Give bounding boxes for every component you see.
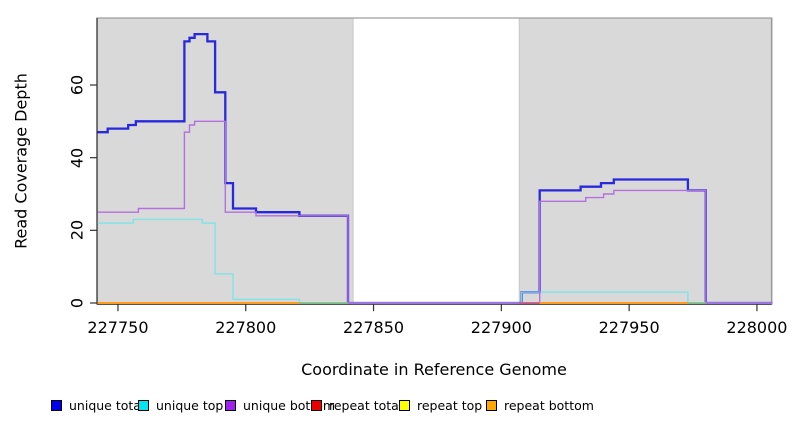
legend-swatch-icon [225, 400, 236, 411]
legend-item-repeat-top: repeat top [399, 398, 482, 413]
y-tick-label: 0 [67, 297, 87, 309]
x-tick-label: 227950 [598, 318, 660, 337]
legend-item-unique-total: unique total [51, 398, 144, 413]
series-line-unique-bottom [97, 120, 773, 304]
legend-swatch-icon [486, 400, 497, 411]
y-tick-label: 20 [67, 220, 87, 241]
legend-item-repeat-bottom: repeat bottom [486, 398, 594, 413]
legend-item-unique-top: unique top [138, 398, 223, 413]
legend-label: unique top [156, 398, 224, 413]
x-tick-label: 227900 [470, 318, 532, 337]
legend-label: repeat top [417, 398, 483, 413]
x-axis-title: Coordinate in Reference Genome [301, 360, 567, 379]
x-tick-label: 227850 [343, 318, 405, 337]
legend-label: repeat bottom [504, 398, 594, 413]
legend-item-repeat-total: repeat total [311, 398, 402, 413]
x-tick-label: 228000 [726, 318, 788, 337]
legend-label: repeat total [329, 398, 403, 413]
legend-swatch-icon [311, 400, 322, 411]
x-tick-label: 227800 [215, 318, 277, 337]
legend-swatch-icon [138, 400, 149, 411]
series-line-unique-top [97, 218, 773, 304]
y-axis-title: Read Coverage Depth [11, 73, 31, 249]
legend-label: unique total [69, 398, 145, 413]
legend-swatch-icon [51, 400, 62, 411]
series-line-unique-total [97, 32, 773, 305]
x-tick-label: 227750 [87, 318, 149, 337]
y-tick-label: 60 [67, 74, 87, 96]
y-tick-label: 40 [67, 147, 87, 168]
shaded-region [518, 17, 773, 305]
legend-swatch-icon [399, 400, 410, 411]
